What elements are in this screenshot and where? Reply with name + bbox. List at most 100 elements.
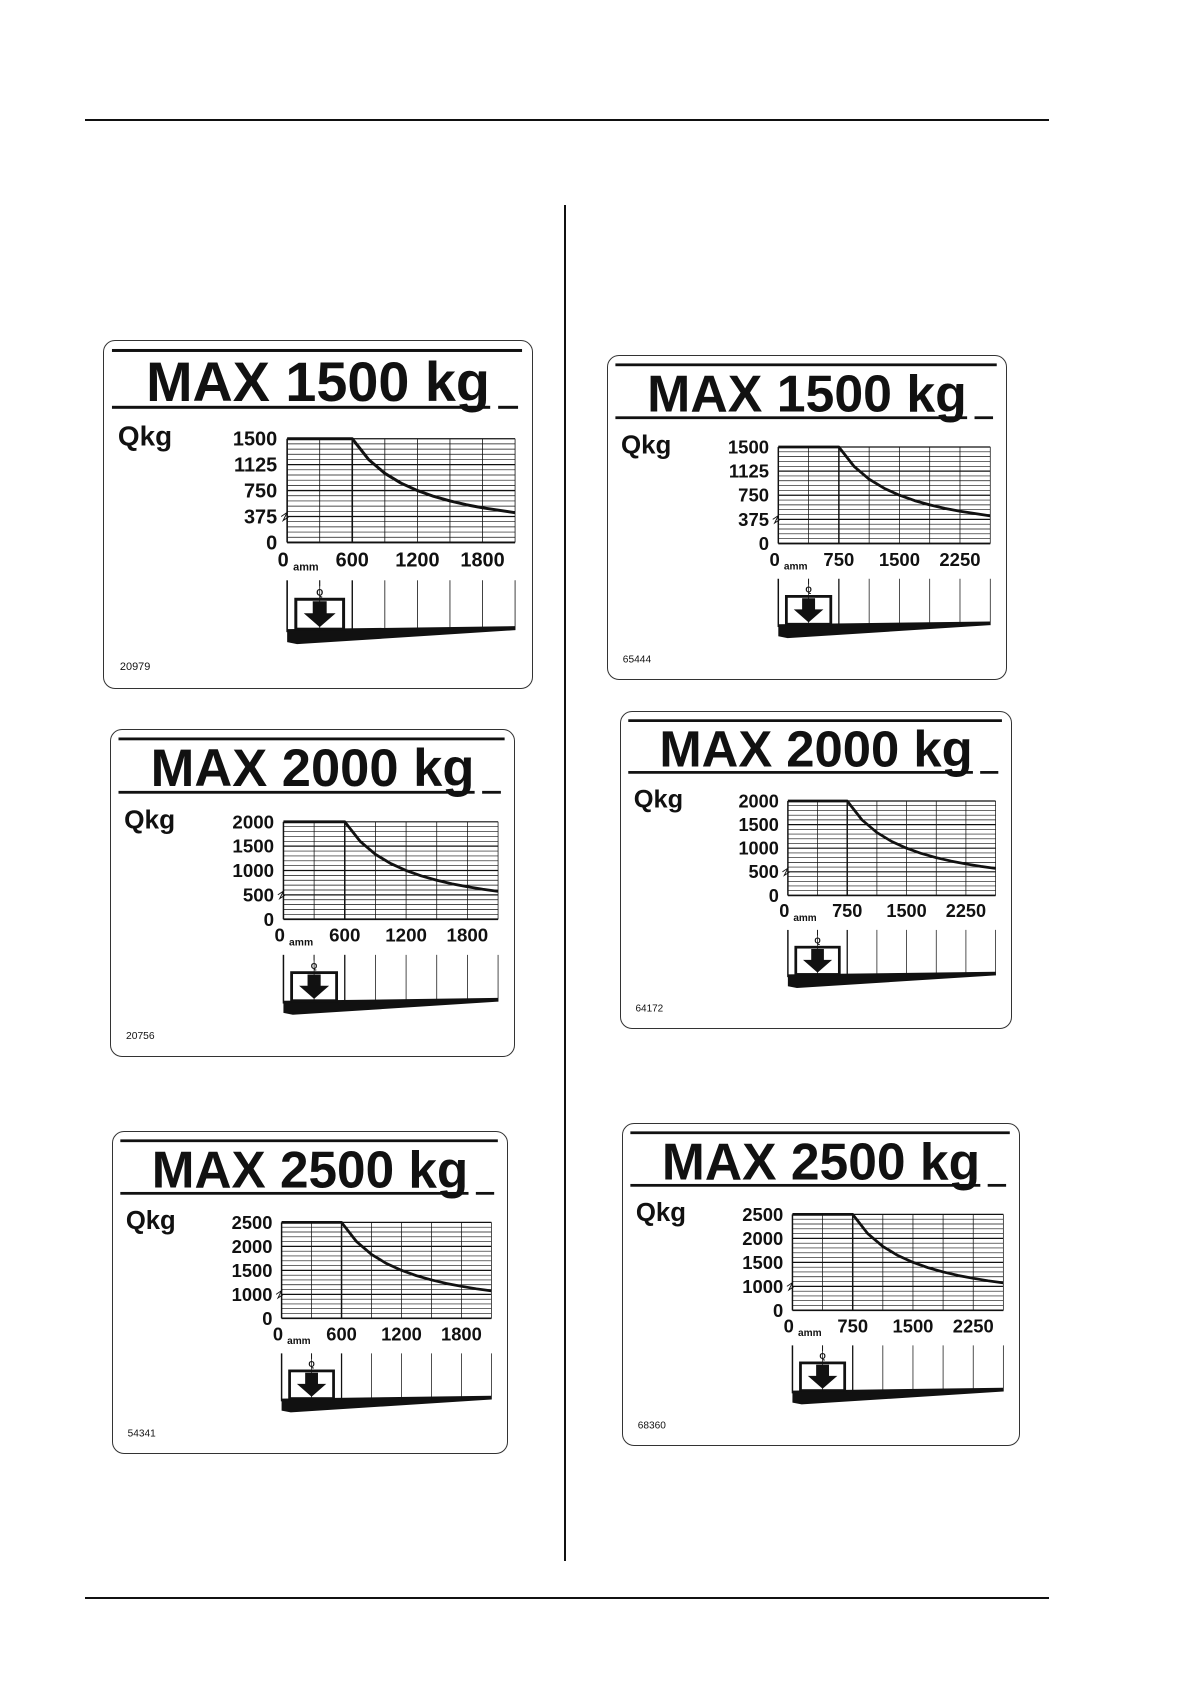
load-plate-max-2500-600: MAX 2500 kg Qkg 2500 2000 1500 1000 0 0 600 1200 1… xyxy=(112,1131,508,1454)
qkg-label: Qkg xyxy=(118,421,172,452)
y-tick-label: 1000 xyxy=(232,860,274,881)
y-tick-label: 1500 xyxy=(742,1252,783,1273)
x-tick-label: 600 xyxy=(329,925,360,946)
plate-code: 65444 xyxy=(623,654,652,665)
load-q-label: Q xyxy=(814,937,820,946)
y-tick-label: 2000 xyxy=(742,1228,783,1249)
x-tick-label: 1500 xyxy=(886,901,926,921)
y-tick-label: 2500 xyxy=(742,1204,783,1225)
load-box xyxy=(784,595,833,626)
plate-code: 64172 xyxy=(636,1004,664,1015)
load-curve xyxy=(283,820,499,893)
y-tick-label: 2500 xyxy=(232,1212,273,1233)
y-tick-label: 750 xyxy=(244,481,277,503)
load-curve xyxy=(281,1221,492,1293)
y-tick-label: 500 xyxy=(749,862,779,882)
y-tick-label: 1125 xyxy=(729,461,769,482)
plate-code: 20979 xyxy=(120,661,150,673)
title-dash xyxy=(987,1183,1007,1187)
load-box xyxy=(794,945,841,976)
qkg-label: Qkg xyxy=(124,804,175,834)
y-tick-label: 2000 xyxy=(232,1236,273,1257)
title-dash xyxy=(482,790,501,794)
y-tick-label: 375 xyxy=(244,506,277,528)
title-dash xyxy=(980,771,999,774)
fork-blade xyxy=(787,971,996,989)
load-q-label: Q xyxy=(308,1360,315,1369)
load-plate-max-1500-600: MAX 1500 kg Qkg 1500 1125 750 375 0 0 600 1200 180… xyxy=(103,340,533,689)
load-box xyxy=(290,971,339,1003)
qkg-label: Qkg xyxy=(636,1199,686,1227)
plate-code: 54341 xyxy=(128,1428,156,1439)
load-q-label: Q xyxy=(819,1351,826,1361)
load-curve xyxy=(287,437,516,515)
x-tick-label: 0 xyxy=(273,1323,283,1344)
load-plate-max-2500-750: MAX 2500 kg Qkg 2500 2000 1500 1000 0 0 750 1500 2… xyxy=(622,1123,1020,1446)
y-tick-label: 750 xyxy=(738,485,769,506)
plate-code: 20756 xyxy=(126,1031,155,1042)
plate-title: MAX 1500 kg xyxy=(647,365,967,423)
axis-break-mark xyxy=(782,866,790,877)
title-bottom-bar xyxy=(120,1191,469,1195)
down-arrow-icon xyxy=(303,601,336,628)
y-tick-label: 0 xyxy=(264,909,274,930)
plate-title: MAX 2000 kg xyxy=(659,720,972,777)
title-bottom-bar xyxy=(628,771,973,774)
y-tick-label: 2000 xyxy=(738,791,778,811)
x-tick-label: 600 xyxy=(336,549,369,571)
x-tick-label: 1200 xyxy=(381,1323,422,1344)
x-tick-label: 750 xyxy=(823,549,854,570)
x-tick-label: 1800 xyxy=(460,549,504,571)
down-arrow-icon xyxy=(299,974,330,999)
bottom-rule xyxy=(85,1597,1049,1599)
title-dash xyxy=(475,1191,495,1195)
load-plate-max-1500-750: MAX 1500 kg Qkg 1500 1125 750 375 0 0 750 1500 225… xyxy=(607,355,1007,680)
y-tick-label: 0 xyxy=(759,533,769,554)
x-tick-label: 600 xyxy=(326,1323,357,1344)
x-tick-label: 0 xyxy=(769,549,779,570)
plate-code: 68360 xyxy=(638,1420,667,1431)
qkg-label: Qkg xyxy=(634,785,683,813)
amm-label: amm xyxy=(793,913,816,924)
load-q-label: Q xyxy=(311,961,318,971)
y-tick-label: 1000 xyxy=(738,839,778,859)
x-tick-label: 0 xyxy=(779,901,789,921)
plate-title: MAX 2500 kg xyxy=(152,1140,468,1198)
title-top-bar xyxy=(628,719,1002,722)
x-tick-label: 1800 xyxy=(441,1323,482,1344)
y-tick-label: 500 xyxy=(243,884,274,905)
qkg-label: Qkg xyxy=(126,1207,176,1235)
axis-break-mark xyxy=(786,1281,795,1292)
title-bottom-bar xyxy=(615,416,968,420)
x-tick-label: 1500 xyxy=(892,1315,933,1336)
x-tick-label: 0 xyxy=(274,925,284,946)
title-top-bar xyxy=(118,737,505,741)
axis-break-mark xyxy=(277,889,286,900)
title-top-bar xyxy=(111,348,523,352)
amm-label: amm xyxy=(293,561,319,573)
y-tick-label: 1125 xyxy=(234,455,277,477)
load-box xyxy=(799,1361,847,1392)
y-tick-label: 1000 xyxy=(232,1284,273,1305)
x-tick-label: 750 xyxy=(832,901,862,921)
y-tick-label: 2000 xyxy=(232,811,274,832)
y-tick-label: 1000 xyxy=(742,1276,783,1297)
x-tick-label: 1200 xyxy=(385,925,427,946)
load-q-label: Q xyxy=(316,587,323,597)
load-curve xyxy=(792,1213,1004,1285)
load-q-label: Q xyxy=(805,585,812,595)
load-box xyxy=(294,597,346,631)
axis-break-mark xyxy=(772,514,781,525)
title-top-bar xyxy=(630,1131,1010,1135)
top-rule xyxy=(85,119,1049,121)
amm-label: amm xyxy=(289,937,313,948)
title-bottom-bar xyxy=(630,1183,981,1187)
x-tick-label: 1200 xyxy=(395,549,439,571)
title-dash xyxy=(974,416,994,420)
y-tick-label: 1500 xyxy=(738,815,778,835)
